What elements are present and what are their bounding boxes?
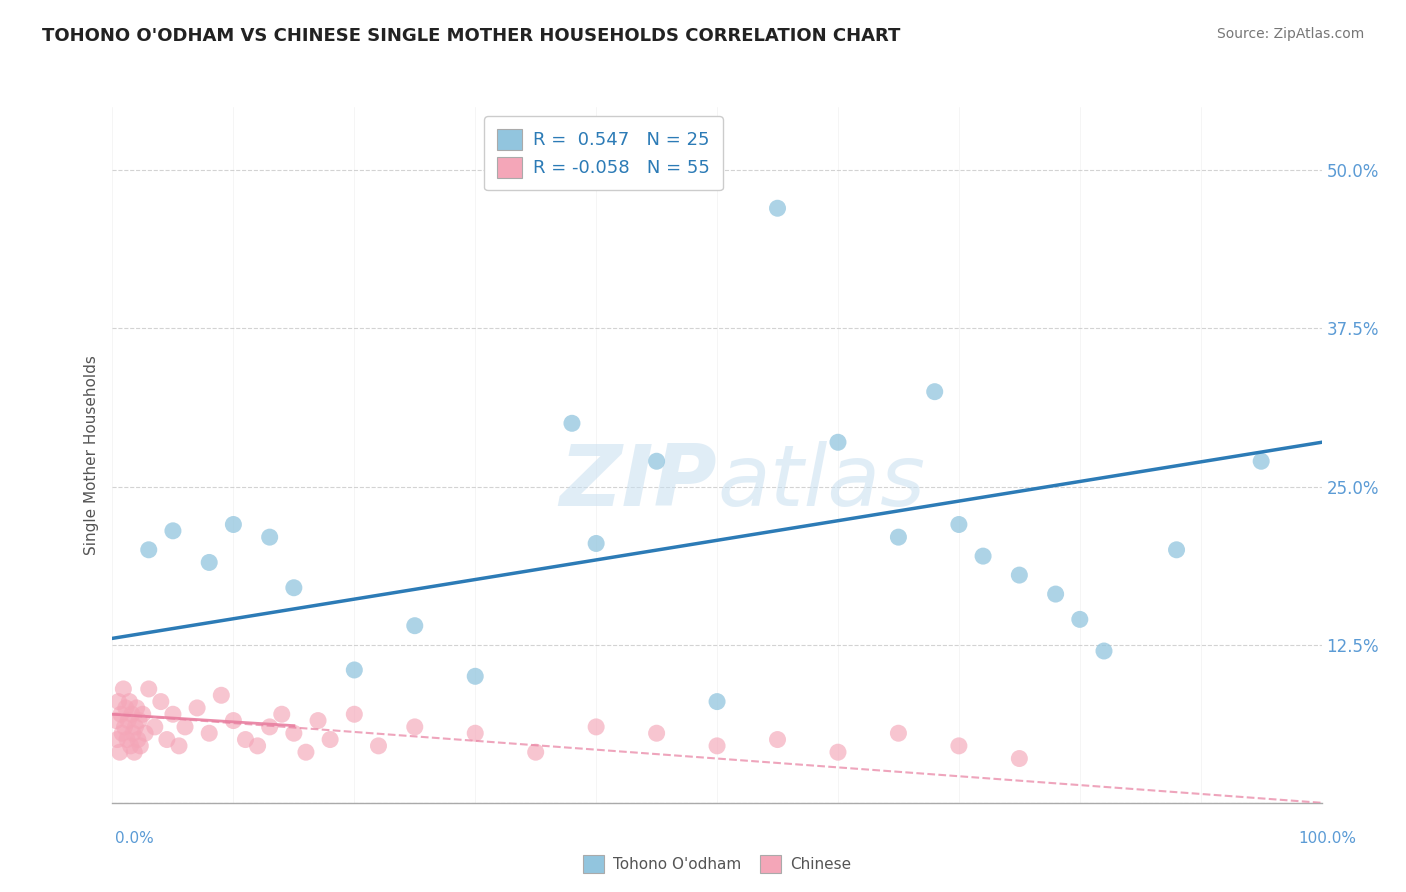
Legend: Tohono O'odham, Chinese: Tohono O'odham, Chinese xyxy=(576,849,858,879)
Point xyxy=(134,726,156,740)
Point xyxy=(122,726,145,740)
Point xyxy=(149,695,172,709)
Point xyxy=(127,732,149,747)
Point xyxy=(295,745,318,759)
Point xyxy=(117,714,139,728)
Point xyxy=(343,663,366,677)
Point xyxy=(585,720,607,734)
Point xyxy=(343,707,366,722)
Point xyxy=(222,714,245,728)
Point xyxy=(645,726,668,740)
Point xyxy=(924,384,946,399)
Point xyxy=(307,714,329,728)
Point xyxy=(887,726,910,740)
Point xyxy=(222,517,245,532)
Point xyxy=(120,739,142,753)
Point xyxy=(174,720,197,734)
Point xyxy=(129,739,152,753)
Point xyxy=(1045,587,1067,601)
Point xyxy=(107,695,129,709)
Point xyxy=(585,536,607,550)
Point xyxy=(259,530,281,544)
Point xyxy=(367,739,389,753)
Point xyxy=(270,707,292,722)
Point xyxy=(1069,612,1091,626)
Point xyxy=(115,732,138,747)
Point xyxy=(198,556,221,570)
Point xyxy=(404,618,426,632)
Point xyxy=(464,726,486,740)
Point xyxy=(121,707,143,722)
Point xyxy=(766,201,789,215)
Text: atlas: atlas xyxy=(717,442,925,524)
Point xyxy=(132,707,155,722)
Point xyxy=(122,745,145,759)
Point xyxy=(118,695,141,709)
Point xyxy=(105,732,128,747)
Point xyxy=(108,745,131,759)
Point xyxy=(319,732,342,747)
Point xyxy=(114,720,136,734)
Point xyxy=(259,720,281,734)
Point xyxy=(561,417,583,431)
Text: 0.0%: 0.0% xyxy=(115,831,155,846)
Point xyxy=(114,701,136,715)
Text: TOHONO O'ODHAM VS CHINESE SINGLE MOTHER HOUSEHOLDS CORRELATION CHART: TOHONO O'ODHAM VS CHINESE SINGLE MOTHER … xyxy=(42,27,901,45)
Point xyxy=(128,714,150,728)
Point xyxy=(138,681,160,696)
Point xyxy=(1008,751,1031,765)
Point xyxy=(167,739,190,753)
Text: 100.0%: 100.0% xyxy=(1299,831,1357,846)
Point xyxy=(1008,568,1031,582)
Point xyxy=(766,732,789,747)
Point xyxy=(138,542,160,557)
Point xyxy=(112,681,135,696)
Point xyxy=(706,695,728,709)
Y-axis label: Single Mother Households: Single Mother Households xyxy=(83,355,98,555)
Point xyxy=(246,739,269,753)
Text: ZIP: ZIP xyxy=(560,442,717,524)
Point xyxy=(162,707,184,722)
Point xyxy=(198,726,221,740)
Point xyxy=(125,701,148,715)
Point xyxy=(110,707,132,722)
Point xyxy=(1250,454,1272,468)
Text: Source: ZipAtlas.com: Source: ZipAtlas.com xyxy=(1216,27,1364,41)
Point xyxy=(972,549,994,563)
Point xyxy=(948,739,970,753)
Point xyxy=(186,701,208,715)
Point xyxy=(156,732,179,747)
Point xyxy=(524,745,547,759)
Point xyxy=(283,726,305,740)
Point xyxy=(143,720,166,734)
Point xyxy=(948,517,970,532)
Point xyxy=(235,732,257,747)
Point xyxy=(124,720,146,734)
Point xyxy=(404,720,426,734)
Point xyxy=(1166,542,1188,557)
Point xyxy=(827,435,849,450)
Point xyxy=(283,581,305,595)
Point xyxy=(645,454,668,468)
Point xyxy=(162,524,184,538)
Point xyxy=(1092,644,1115,658)
Point xyxy=(706,739,728,753)
Point xyxy=(827,745,849,759)
Point xyxy=(209,688,232,702)
Point xyxy=(887,530,910,544)
Point xyxy=(105,714,128,728)
Point xyxy=(111,726,134,740)
Point xyxy=(464,669,486,683)
